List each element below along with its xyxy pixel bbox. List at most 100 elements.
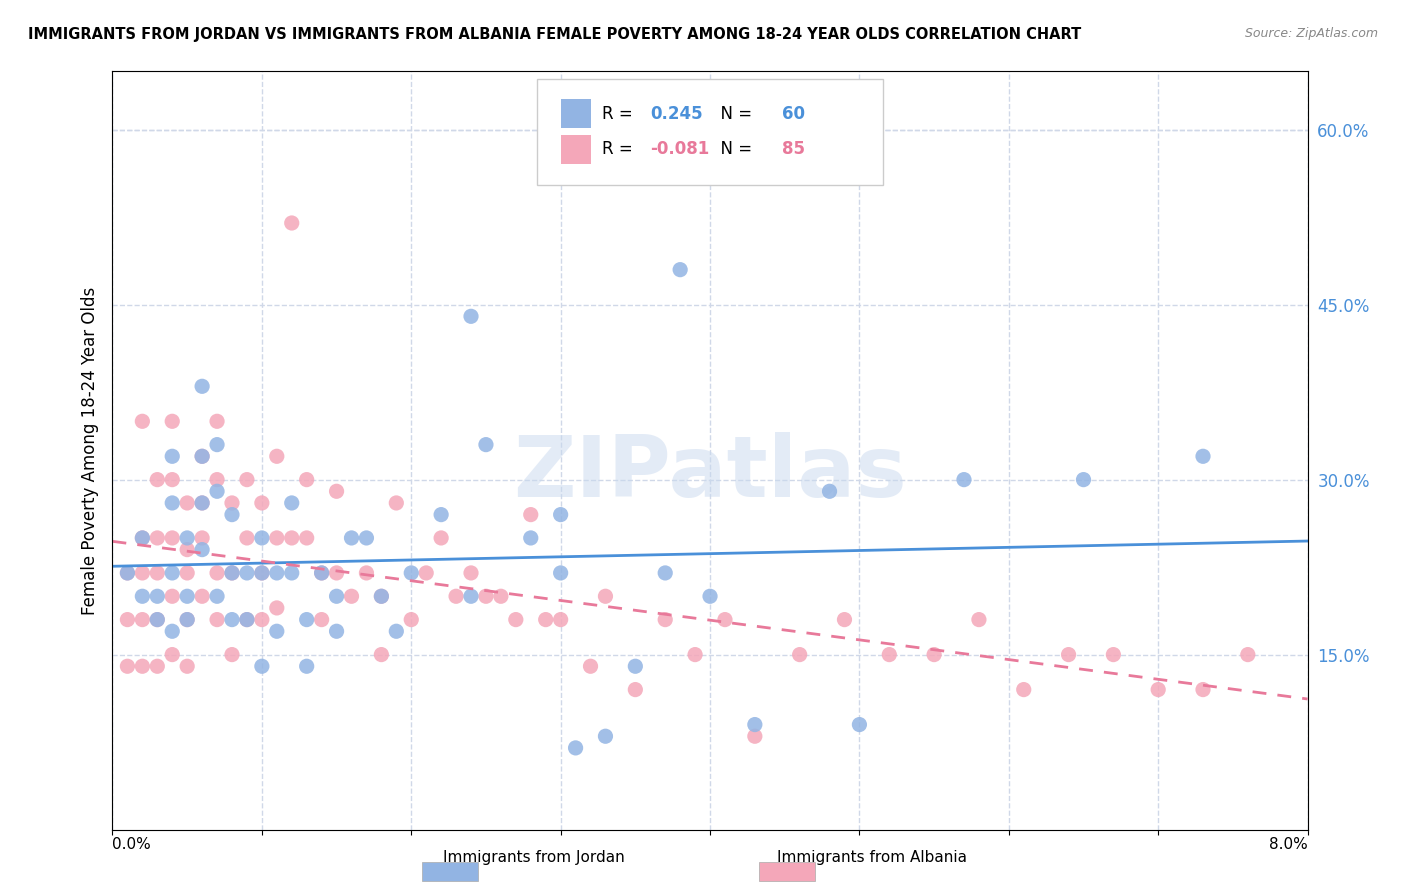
Point <box>475 589 498 603</box>
Point <box>744 729 766 743</box>
Point <box>266 601 288 615</box>
Point <box>236 531 259 545</box>
Point <box>505 613 527 627</box>
Point <box>131 531 153 545</box>
Point <box>250 566 273 580</box>
Point <box>131 613 153 627</box>
Point <box>325 484 347 499</box>
Point <box>191 589 214 603</box>
Point <box>131 414 153 428</box>
Point <box>430 531 453 545</box>
Text: R =: R = <box>603 105 638 123</box>
Point <box>281 496 304 510</box>
Text: N =: N = <box>710 105 758 123</box>
Point <box>953 473 976 487</box>
Point <box>325 566 347 580</box>
Point <box>250 566 273 580</box>
Point <box>236 613 259 627</box>
Point <box>236 473 259 487</box>
Text: Immigrants from Jordan: Immigrants from Jordan <box>443 850 626 865</box>
Point <box>117 566 139 580</box>
Point <box>401 566 423 580</box>
Point <box>624 682 647 697</box>
Point <box>818 484 841 499</box>
Point <box>250 496 273 510</box>
Point <box>356 566 378 580</box>
Text: 0.0%: 0.0% <box>112 837 152 852</box>
Point <box>162 648 183 662</box>
Point <box>162 473 183 487</box>
Text: Source: ZipAtlas.com: Source: ZipAtlas.com <box>1244 27 1378 40</box>
Point <box>250 613 273 627</box>
Point <box>250 659 273 673</box>
Point <box>1102 648 1125 662</box>
Y-axis label: Female Poverty Among 18-24 Year Olds: Female Poverty Among 18-24 Year Olds <box>80 286 98 615</box>
Point <box>325 589 347 603</box>
Point <box>162 589 183 603</box>
Point <box>131 589 153 603</box>
Point <box>714 613 737 627</box>
Point <box>162 624 183 639</box>
Point <box>146 531 169 545</box>
Point <box>176 613 198 627</box>
Point <box>205 414 228 428</box>
Point <box>295 531 318 545</box>
Point <box>311 613 333 627</box>
Point <box>669 262 692 277</box>
Point <box>415 566 437 580</box>
Point <box>162 450 183 464</box>
Point <box>266 624 288 639</box>
Text: 60: 60 <box>782 105 804 123</box>
Text: ZIPatlas: ZIPatlas <box>513 432 907 515</box>
Point <box>595 729 617 743</box>
Point <box>146 566 169 580</box>
Point <box>221 566 243 580</box>
Point <box>191 542 214 557</box>
Point <box>848 717 870 731</box>
Point <box>311 566 333 580</box>
Point <box>205 613 228 627</box>
Point <box>460 589 482 603</box>
Point <box>295 473 318 487</box>
Point <box>520 531 543 545</box>
Point <box>967 613 990 627</box>
Point <box>205 437 228 451</box>
Text: Immigrants from Albania: Immigrants from Albania <box>776 850 967 865</box>
Point <box>205 566 228 580</box>
Point <box>325 624 347 639</box>
Point <box>1057 648 1080 662</box>
Point <box>460 310 482 324</box>
Point <box>266 566 288 580</box>
Point <box>162 496 183 510</box>
Point <box>131 531 153 545</box>
Point <box>370 648 392 662</box>
Point <box>654 566 676 580</box>
Point <box>922 648 945 662</box>
Point <box>117 566 139 580</box>
Point <box>191 379 214 393</box>
Point <box>162 531 183 545</box>
Point <box>356 531 378 545</box>
Point <box>176 542 198 557</box>
Point <box>595 589 617 603</box>
Point <box>295 659 318 673</box>
Point <box>191 531 214 545</box>
Point <box>654 613 676 627</box>
Point <box>385 624 408 639</box>
Point <box>385 496 408 510</box>
Point <box>460 566 482 580</box>
Point <box>176 496 198 510</box>
Point <box>489 589 512 603</box>
Point <box>117 659 139 673</box>
Point <box>162 566 183 580</box>
Point <box>191 496 214 510</box>
Text: R =: R = <box>603 140 638 159</box>
Point <box>191 496 214 510</box>
Point <box>1192 682 1215 697</box>
Point <box>1192 450 1215 464</box>
Point <box>550 508 572 522</box>
Point <box>146 613 169 627</box>
FancyBboxPatch shape <box>561 99 591 128</box>
Point <box>176 566 198 580</box>
Point <box>162 414 183 428</box>
